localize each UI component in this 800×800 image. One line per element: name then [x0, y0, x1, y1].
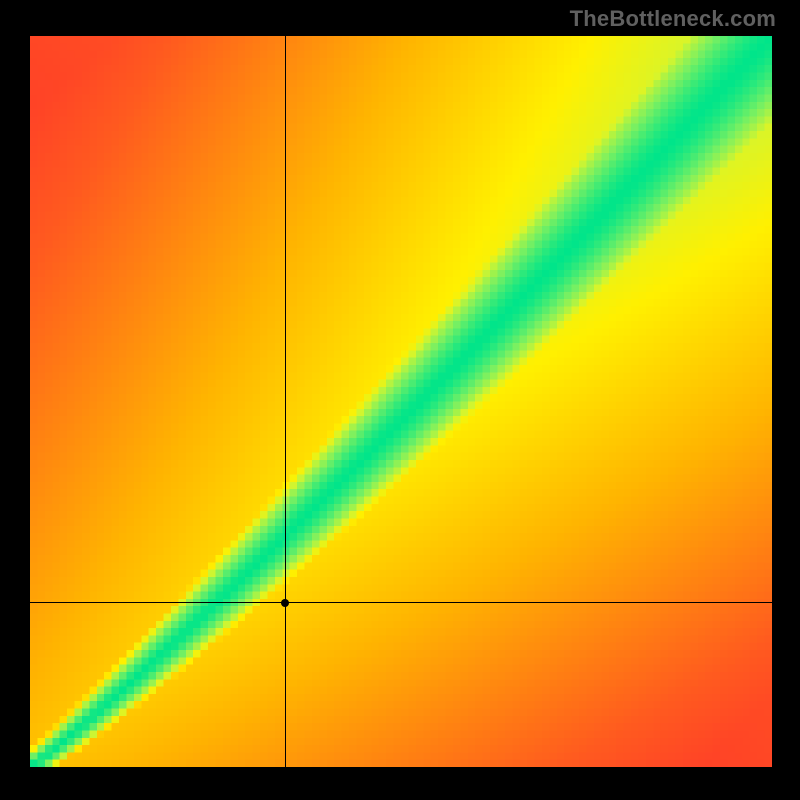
- crosshair-vertical: [285, 36, 286, 767]
- bottleneck-heatmap: [30, 36, 772, 767]
- crosshair-horizontal: [30, 602, 772, 603]
- attribution-text: TheBottleneck.com: [570, 6, 776, 32]
- marker-dot: [281, 599, 289, 607]
